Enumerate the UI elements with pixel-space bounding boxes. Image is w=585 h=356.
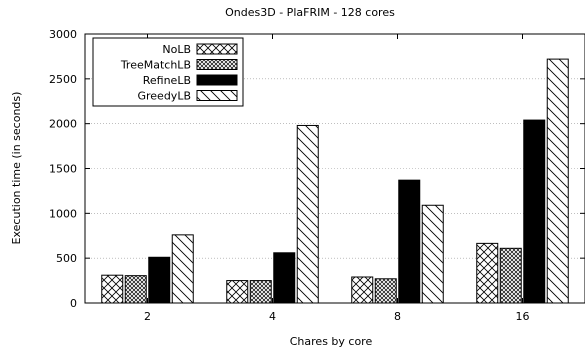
- legend-label-refinelb: RefineLB: [143, 74, 191, 87]
- y-tick-label: 500: [56, 252, 77, 265]
- y-tick-label: 2000: [49, 118, 77, 131]
- legend-swatch-nolb: [196, 43, 238, 55]
- legend-swatch-greedylb: [196, 90, 238, 101]
- bar-treematchlb-8: [374, 278, 397, 304]
- x-tick-label: 4: [269, 310, 276, 323]
- bar-treematchlb-16: [499, 247, 522, 304]
- bar-greedylb-16: [546, 58, 569, 304]
- bar-refinelb-16: [523, 119, 546, 304]
- bar-greedylb-2: [171, 234, 194, 304]
- x-tick-label: 2: [144, 310, 151, 323]
- bar-refinelb-2: [148, 256, 171, 304]
- bar-refinelb-4: [273, 252, 296, 304]
- bar-nolb-8: [351, 276, 374, 304]
- x-axis-label: Chares by core: [290, 335, 373, 348]
- y-tick-label: 0: [70, 297, 77, 310]
- bar-treematchlb-2: [124, 275, 147, 304]
- y-tick-label: 1500: [49, 163, 77, 176]
- legend: NoLB TreeMatchLB RefineLB GreedyLB: [92, 37, 244, 107]
- x-tick-label: 8: [394, 310, 401, 323]
- legend-label-treematchlb: TreeMatchLB: [120, 59, 191, 72]
- bar-nolb-16: [476, 242, 499, 304]
- bar-treematchlb-4: [249, 280, 272, 304]
- bar-refinelb-8: [398, 179, 421, 304]
- y-tick-label: 3000: [49, 28, 77, 41]
- legend-label-nolb: NoLB: [162, 43, 191, 56]
- legend-label-greedylb: GreedyLB: [137, 90, 191, 103]
- y-tick-label: 1000: [49, 207, 77, 220]
- x-tick-label: 16: [516, 310, 530, 323]
- bar-greedylb-8: [421, 204, 444, 304]
- bar-nolb-4: [226, 280, 249, 304]
- chart-title: Ondes3D - PlaFRIM - 128 cores: [225, 6, 395, 19]
- grid-lines: [85, 78, 585, 259]
- legend-swatch-treematchlb: [196, 59, 238, 70]
- legend-swatch-refinelb: [196, 74, 238, 86]
- y-axis-label: Execution time (in seconds): [10, 92, 23, 245]
- bar-nolb-2: [101, 274, 124, 304]
- ticks: 0 500 1000 1500 2000 2500 3000 2 4 8 16: [49, 28, 585, 323]
- bar-greedylb-4: [296, 124, 319, 304]
- y-tick-label: 2500: [49, 73, 77, 86]
- bars: [101, 58, 569, 304]
